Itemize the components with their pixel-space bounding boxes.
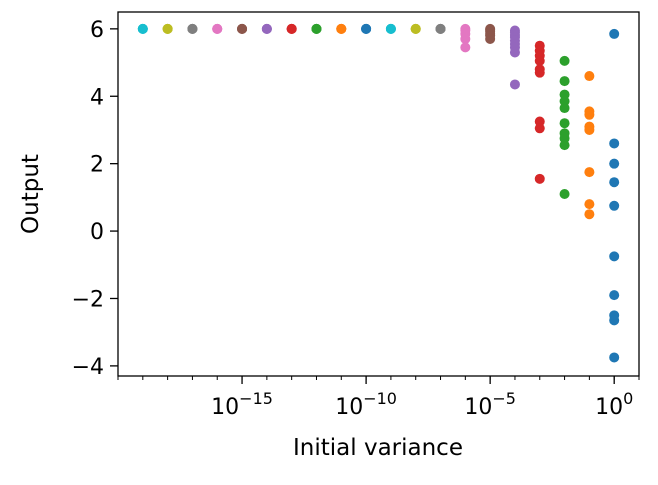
data-point-17-9 — [559, 189, 570, 199]
points-layer — [137, 23, 620, 363]
y-tick-label-2: 0 — [90, 220, 104, 245]
data-point-15-8 — [509, 79, 520, 90]
data-point-18-5 — [584, 167, 595, 178]
data-point-16-5 — [534, 67, 545, 78]
data-point-18-0 — [584, 71, 595, 82]
data-point-6-2 — [286, 23, 297, 34]
data-point-1-2 — [162, 23, 173, 34]
x-tick-label-0: 10−15 — [211, 389, 273, 420]
data-point-17-4 — [559, 103, 570, 114]
x-tick-label-2: 10−5 — [464, 389, 516, 420]
data-point-19-4 — [609, 200, 620, 211]
data-point-3-2 — [212, 23, 223, 34]
data-point-13-4 — [460, 42, 471, 53]
data-point-16-8 — [534, 173, 545, 184]
data-point-19-2 — [609, 158, 620, 169]
data-point-12-2 — [435, 23, 446, 34]
data-point-18-2 — [584, 109, 595, 120]
data-point-0-2 — [137, 23, 148, 34]
x-tick-label-3: 100 — [595, 389, 633, 420]
data-point-4-2 — [237, 23, 248, 34]
plot-frame — [117, 11, 640, 377]
data-point-19-6 — [609, 290, 620, 301]
data-point-13-3 — [460, 33, 471, 44]
y-axis-label: Output — [18, 154, 44, 234]
ticks-layer: 10−15 10−10 10−5 100 −4 −2 0 2 4 6 — [72, 18, 640, 420]
data-point-17-0 — [559, 55, 570, 66]
data-point-19-0 — [609, 28, 620, 39]
data-point-15-7 — [509, 47, 520, 58]
data-point-17-1 — [559, 76, 570, 87]
x-axis-label: Initial variance — [293, 435, 463, 461]
data-point-18-6 — [584, 199, 595, 210]
data-point-9-2 — [361, 23, 372, 34]
x-tick-label-1: 10−10 — [335, 389, 397, 420]
data-point-14-5 — [485, 33, 496, 44]
data-point-19-9 — [609, 352, 620, 363]
data-point-16-3 — [534, 55, 545, 66]
y-tick-label-1: −2 — [72, 287, 104, 312]
data-point-2-2 — [187, 23, 198, 34]
data-point-18-4 — [584, 124, 595, 135]
data-point-17-5 — [559, 118, 570, 129]
y-tick-label-4: 4 — [90, 85, 104, 110]
data-point-16-7 — [534, 123, 545, 134]
data-point-19-3 — [609, 177, 620, 188]
y-tick-label-3: 2 — [90, 153, 104, 178]
y-tick-label-5: 6 — [90, 18, 104, 43]
data-point-5-2 — [261, 23, 272, 34]
data-point-11-2 — [410, 23, 421, 34]
data-point-17-8 — [559, 140, 570, 151]
data-point-8-2 — [336, 23, 347, 34]
data-point-7-2 — [311, 23, 322, 34]
data-point-19-5 — [609, 251, 620, 262]
data-point-19-1 — [609, 138, 620, 149]
data-point-18-7 — [584, 209, 595, 220]
y-tick-label-0: −4 — [72, 355, 104, 380]
data-point-10-2 — [385, 23, 396, 34]
data-point-19-8 — [609, 315, 620, 326]
